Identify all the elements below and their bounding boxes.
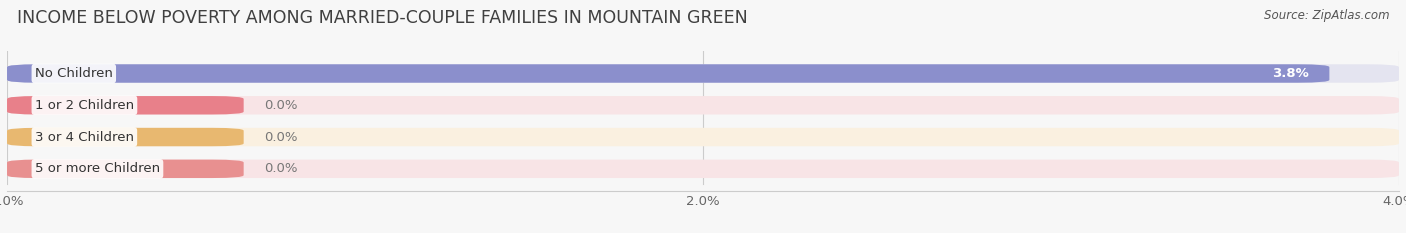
FancyBboxPatch shape [7, 160, 1399, 178]
Text: No Children: No Children [35, 67, 112, 80]
FancyBboxPatch shape [7, 160, 243, 178]
Text: 5 or more Children: 5 or more Children [35, 162, 160, 175]
Text: 0.0%: 0.0% [264, 130, 298, 144]
FancyBboxPatch shape [7, 64, 1399, 83]
Text: Source: ZipAtlas.com: Source: ZipAtlas.com [1264, 9, 1389, 22]
FancyBboxPatch shape [7, 96, 243, 114]
Text: 3.8%: 3.8% [1272, 67, 1309, 80]
Text: 0.0%: 0.0% [264, 99, 298, 112]
Text: 3 or 4 Children: 3 or 4 Children [35, 130, 134, 144]
FancyBboxPatch shape [7, 128, 1399, 146]
FancyBboxPatch shape [7, 96, 1399, 114]
Text: 0.0%: 0.0% [264, 162, 298, 175]
Text: 1 or 2 Children: 1 or 2 Children [35, 99, 134, 112]
FancyBboxPatch shape [7, 64, 1330, 83]
FancyBboxPatch shape [7, 128, 243, 146]
Text: INCOME BELOW POVERTY AMONG MARRIED-COUPLE FAMILIES IN MOUNTAIN GREEN: INCOME BELOW POVERTY AMONG MARRIED-COUPL… [17, 9, 748, 27]
